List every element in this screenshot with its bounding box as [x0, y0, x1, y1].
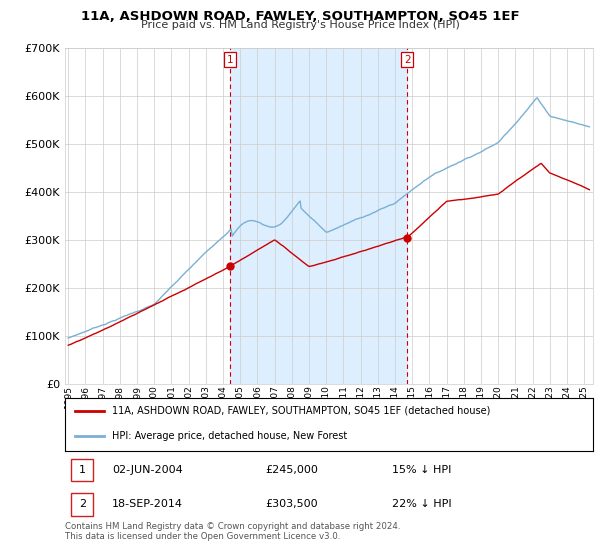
Text: 02-JUN-2004: 02-JUN-2004: [112, 465, 183, 475]
Bar: [230, 48, 407, 384]
Text: 22% ↓ HPI: 22% ↓ HPI: [392, 500, 452, 510]
Text: 1: 1: [227, 55, 233, 65]
Text: Price paid vs. HM Land Registry's House Price Index (HPI): Price paid vs. HM Land Registry's House …: [140, 20, 460, 30]
Text: 2: 2: [404, 55, 411, 65]
Text: 2: 2: [79, 500, 86, 510]
Text: HPI: Average price, detached house, New Forest: HPI: Average price, detached house, New …: [112, 431, 347, 441]
Text: 1: 1: [79, 465, 86, 475]
Text: £303,500: £303,500: [265, 500, 318, 510]
Text: £245,000: £245,000: [265, 465, 319, 475]
FancyBboxPatch shape: [71, 459, 94, 481]
Text: 15% ↓ HPI: 15% ↓ HPI: [392, 465, 452, 475]
FancyBboxPatch shape: [71, 493, 94, 516]
Text: 18-SEP-2014: 18-SEP-2014: [112, 500, 184, 510]
Text: 11A, ASHDOWN ROAD, FAWLEY, SOUTHAMPTON, SO45 1EF (detached house): 11A, ASHDOWN ROAD, FAWLEY, SOUTHAMPTON, …: [112, 406, 491, 416]
Text: Contains HM Land Registry data © Crown copyright and database right 2024.
This d: Contains HM Land Registry data © Crown c…: [65, 522, 400, 542]
Text: 11A, ASHDOWN ROAD, FAWLEY, SOUTHAMPTON, SO45 1EF: 11A, ASHDOWN ROAD, FAWLEY, SOUTHAMPTON, …: [80, 10, 520, 23]
